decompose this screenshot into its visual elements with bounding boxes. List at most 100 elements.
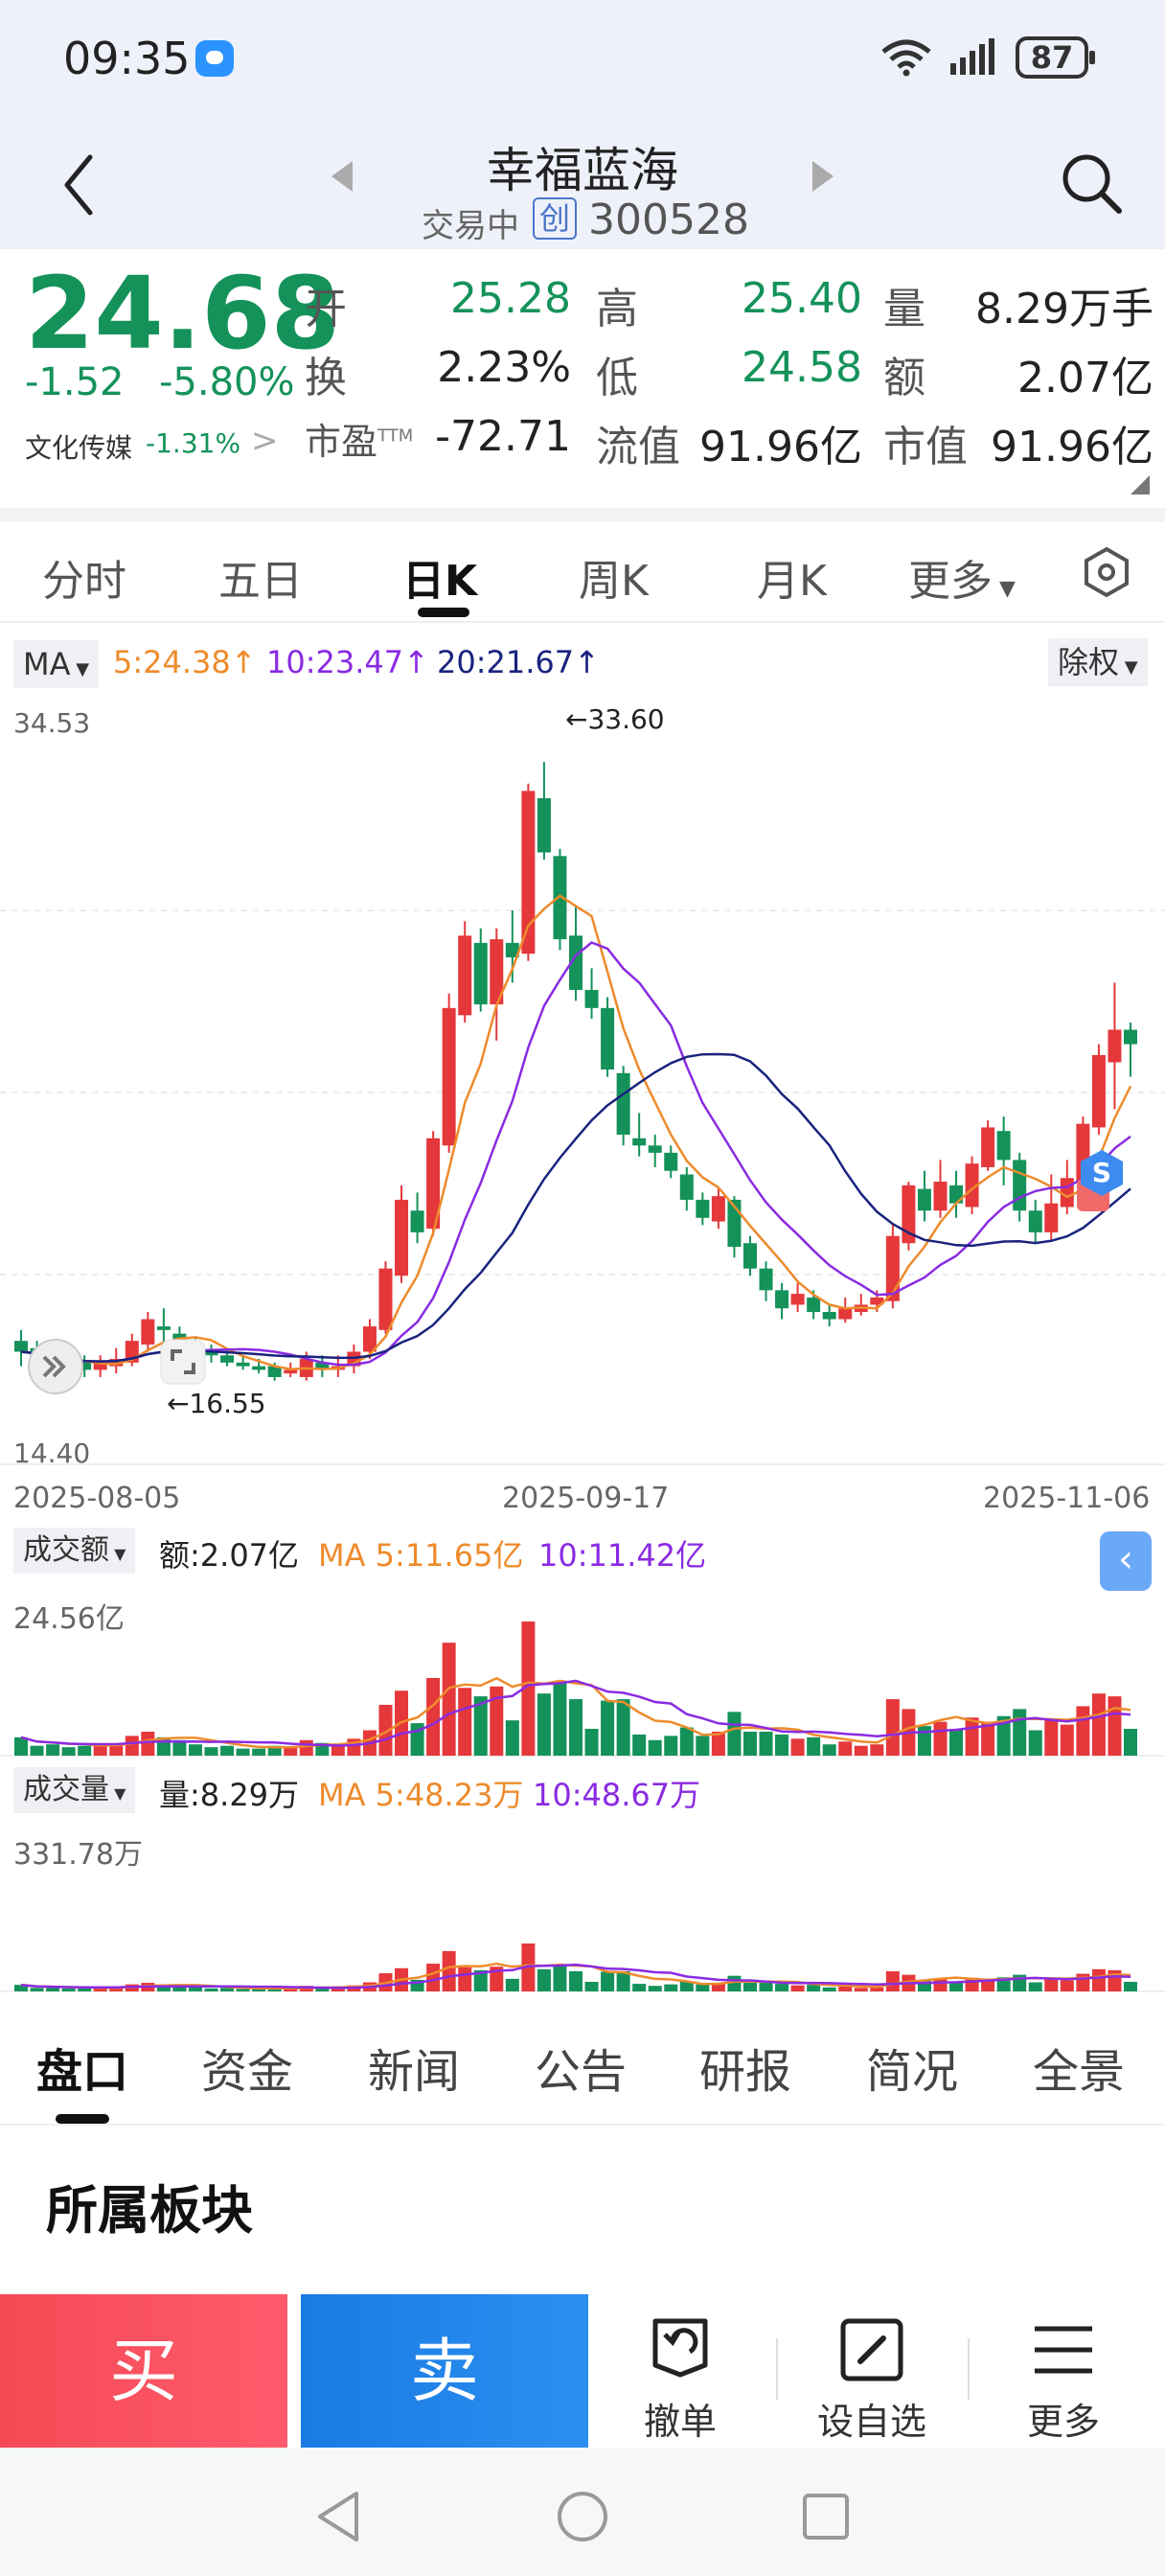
volume-bar xyxy=(933,1721,948,1756)
tab-weekly-k[interactable]: 周K xyxy=(579,557,649,606)
volume-bar xyxy=(742,1731,757,1756)
candle-body xyxy=(410,1210,424,1232)
volume-bar xyxy=(188,1744,202,1756)
date-start: 2025-08-05 xyxy=(13,1482,181,1515)
sector-change[interactable]: -1.31% xyxy=(146,427,241,459)
kline-chart[interactable] xyxy=(0,700,1165,1476)
candle-body xyxy=(711,1196,725,1222)
low-value: 24.58 xyxy=(742,343,862,392)
volume-bar xyxy=(822,1987,836,1991)
market-cap-value: 91.96亿 xyxy=(991,423,1154,472)
tab-overview[interactable]: 全景 xyxy=(1033,2045,1126,2099)
last-price: 24.68 xyxy=(25,255,340,372)
amount-value: 2.07亿 xyxy=(1017,354,1154,402)
settings-hexagon-icon[interactable] xyxy=(1081,546,1132,598)
pe-label: 市盈TTM xyxy=(305,412,413,465)
volume-bar xyxy=(981,1979,995,1991)
tab-order-book[interactable]: 盘口 xyxy=(36,2045,129,2099)
ma-selector[interactable]: MA ▼ xyxy=(13,640,100,688)
volume-ma10: 10:48.67万 xyxy=(533,1777,701,1813)
ma10-line xyxy=(20,941,1131,1367)
candle-body xyxy=(679,1174,694,1200)
sell-button[interactable]: 卖 xyxy=(301,2294,588,2448)
volume-bar xyxy=(490,1686,504,1756)
amount-selector[interactable]: 成交额 ▼ xyxy=(13,1528,136,1574)
volume-bar xyxy=(996,1715,1011,1756)
tab-profile[interactable]: 简况 xyxy=(866,2045,959,2099)
caret-down-icon: ▼ xyxy=(109,1784,126,1803)
collapse-panel-icon[interactable]: ‹ xyxy=(1100,1531,1152,1591)
tab-daily-k[interactable]: 日K xyxy=(402,557,478,606)
tab-announcements[interactable]: 公告 xyxy=(535,2045,628,2099)
volume-bar xyxy=(632,1984,647,1991)
battery-indicator: 87 xyxy=(1016,36,1095,79)
volume-bar xyxy=(790,1738,805,1756)
fullscreen-icon[interactable] xyxy=(159,1338,207,1386)
tab-more[interactable]: 更多 ▼ xyxy=(908,546,1016,608)
expand-left-icon[interactable] xyxy=(27,1338,84,1395)
signal-markers-icon[interactable]: S xyxy=(1073,1140,1131,1217)
candle-body xyxy=(267,1366,282,1377)
candle-body xyxy=(156,1326,171,1330)
pe-label-text: 市盈 xyxy=(305,421,378,463)
nav-back-icon[interactable] xyxy=(314,2490,362,2543)
candle-body xyxy=(742,1243,757,1269)
volume-bar xyxy=(14,1985,28,1991)
amount-label: 额 xyxy=(883,354,925,402)
candle-body xyxy=(790,1294,805,1305)
volume-bar xyxy=(252,1989,266,1991)
volume-bar xyxy=(299,1739,313,1756)
nav-recents-icon[interactable] xyxy=(801,2492,851,2542)
volume-bar xyxy=(616,1970,630,1991)
tab-intraday[interactable]: 分时 xyxy=(42,557,126,606)
add-watchlist-button[interactable]: 设自选 xyxy=(786,2312,958,2443)
previous-stock-icon[interactable] xyxy=(331,161,353,192)
edit-watchlist-icon xyxy=(840,2318,903,2381)
candle-body xyxy=(505,942,519,957)
volume-bar xyxy=(473,1969,488,1991)
back-arrow-icon[interactable] xyxy=(59,151,98,218)
volume-bar xyxy=(267,1988,282,1991)
date-mid: 2025-09-17 xyxy=(502,1482,670,1515)
y-axis-max: 34.53 xyxy=(13,707,91,739)
chevron-right-icon[interactable]: > xyxy=(251,422,279,460)
volume-ma10-line xyxy=(20,1963,1131,1990)
volume-bar xyxy=(553,1682,567,1756)
search-icon[interactable] xyxy=(1058,150,1127,218)
volume-bar xyxy=(885,1970,900,1991)
volume-selector[interactable]: 成交量 ▼ xyxy=(13,1767,136,1813)
volume-bar xyxy=(1028,1982,1042,1991)
tab-monthly-k[interactable]: 月K xyxy=(757,557,827,606)
volume-bar xyxy=(1044,1978,1059,1991)
more-button[interactable]: 更多 xyxy=(977,2312,1150,2443)
message-icon xyxy=(195,40,234,77)
tab-five-day[interactable]: 五日 xyxy=(218,557,303,606)
candle-body xyxy=(490,939,504,1005)
volume-bar xyxy=(1124,1982,1137,1991)
candle-body xyxy=(902,1184,916,1244)
tab-news[interactable]: 新闻 xyxy=(368,2045,461,2099)
divider xyxy=(776,2338,778,2400)
nav-home-icon[interactable] xyxy=(556,2490,609,2543)
active-tab-underline xyxy=(56,2114,109,2124)
candle-body xyxy=(616,1072,630,1135)
volume-bar xyxy=(30,1988,44,1991)
next-stock-icon[interactable] xyxy=(812,161,834,192)
candle-body xyxy=(1044,1203,1059,1232)
volume-bar xyxy=(46,1987,60,1991)
tab-research[interactable]: 研报 xyxy=(699,2045,792,2099)
volume-bar xyxy=(537,1693,551,1756)
more-label: 更多 xyxy=(1026,2401,1100,2443)
candle-body xyxy=(284,1369,298,1374)
volume-bar xyxy=(458,1688,472,1756)
sector-name[interactable]: 文化传媒 xyxy=(25,432,133,464)
trade-status: 交易中 xyxy=(422,207,519,245)
cancel-order-button[interactable]: 撤单 xyxy=(594,2312,766,2443)
tab-funds[interactable]: 资金 xyxy=(201,2045,294,2099)
high-label: 高 xyxy=(596,285,638,334)
rights-adjust-selector[interactable]: 除权 ▼ xyxy=(1048,638,1148,686)
expand-corner-icon[interactable] xyxy=(1131,475,1150,494)
buy-button[interactable]: 买 xyxy=(0,2294,287,2448)
volume-ma5-line xyxy=(20,1676,1131,1749)
